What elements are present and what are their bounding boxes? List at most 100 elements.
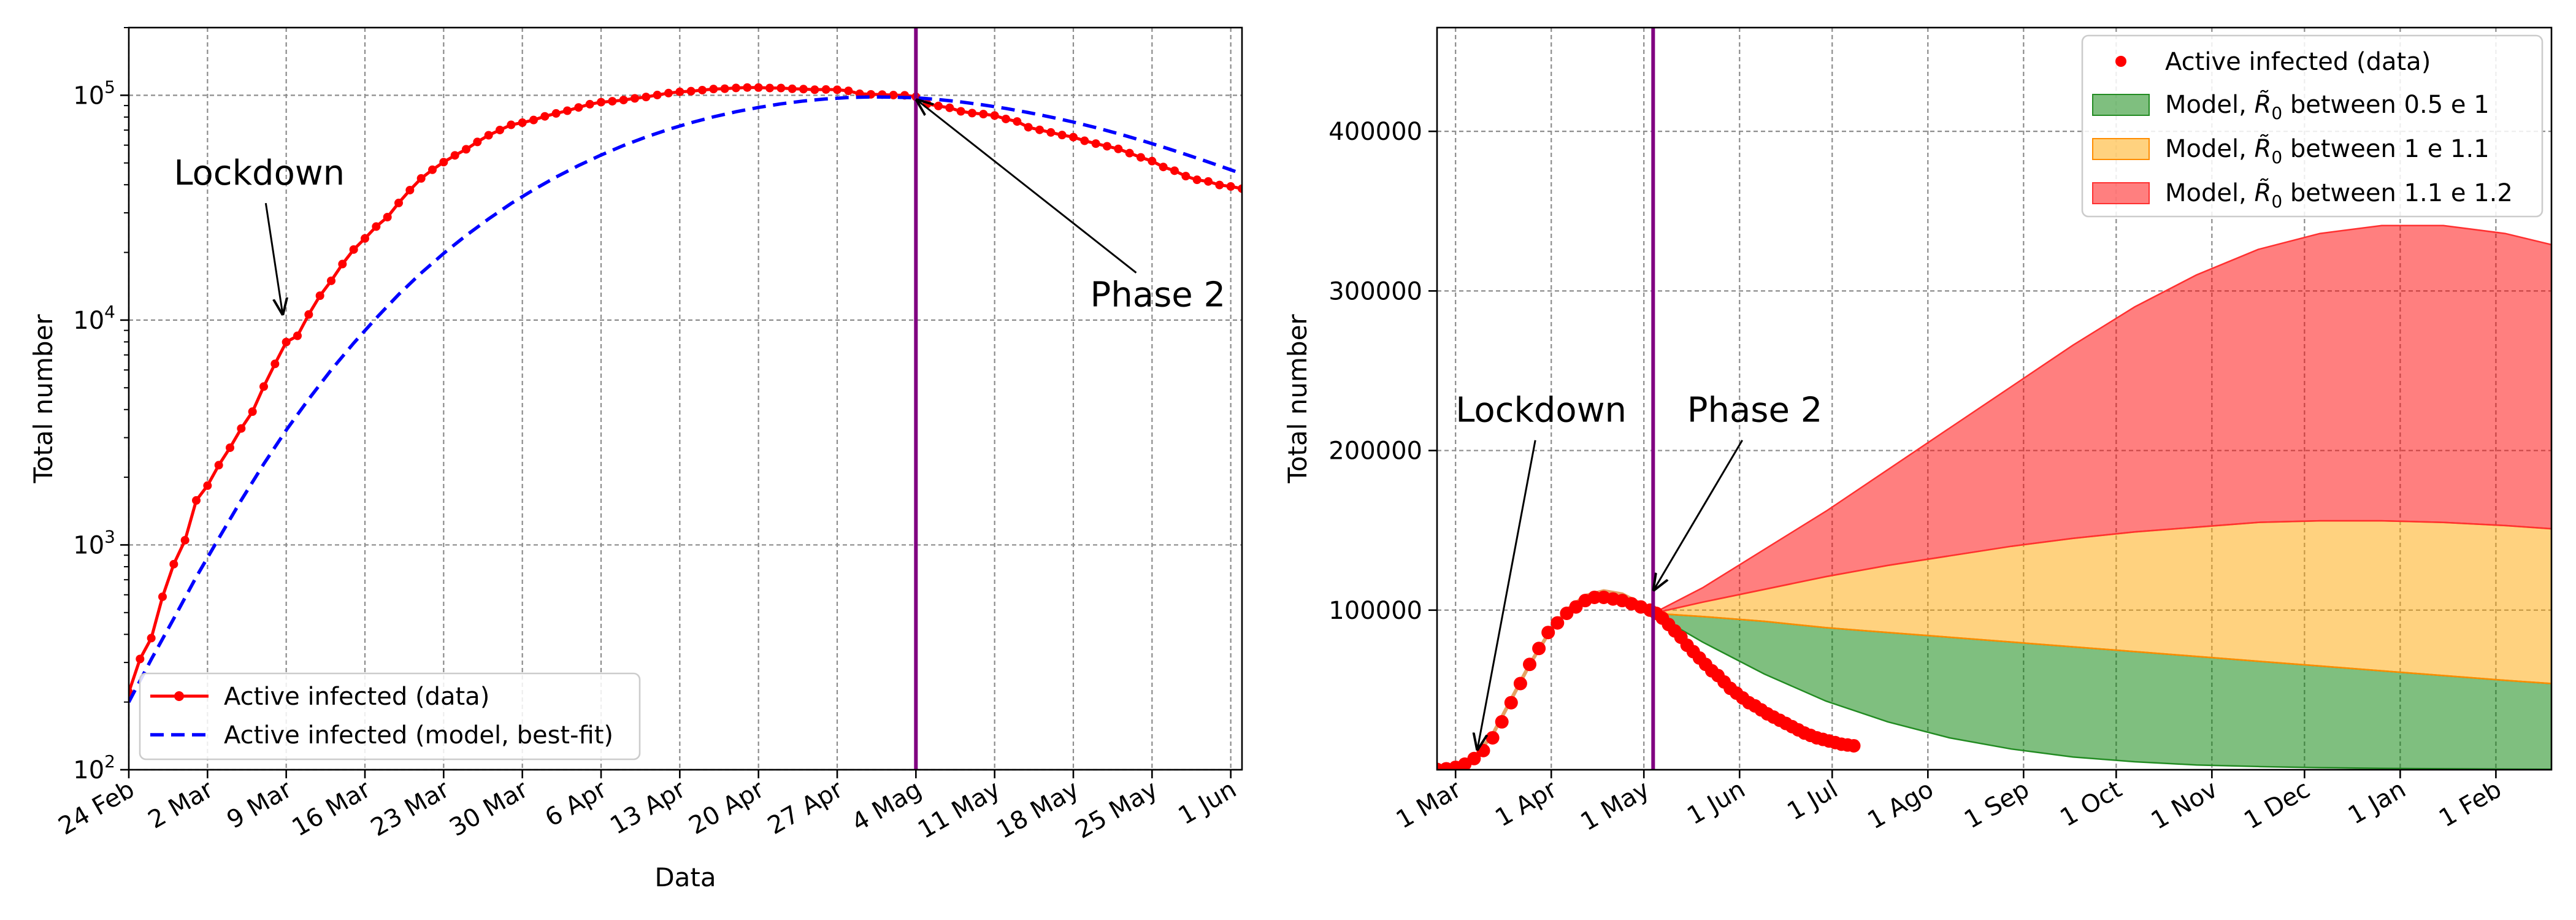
right-y-axis-label: Total number bbox=[1282, 314, 1313, 484]
data-point bbox=[338, 259, 347, 269]
data-point bbox=[203, 481, 212, 490]
data-point bbox=[788, 84, 797, 93]
data-point bbox=[934, 101, 943, 110]
legend-text-r: R̃ bbox=[2255, 134, 2272, 163]
data-point bbox=[259, 382, 268, 391]
data-point bbox=[226, 443, 234, 452]
data-point bbox=[563, 106, 572, 115]
data-point bbox=[540, 112, 550, 121]
data-point bbox=[1080, 136, 1089, 145]
data-point bbox=[979, 109, 988, 118]
data-point bbox=[1215, 180, 1224, 190]
data-point bbox=[833, 85, 841, 94]
data-point bbox=[293, 331, 302, 340]
left-x-tick-label: 4 Mag bbox=[847, 775, 926, 837]
data-point bbox=[1069, 132, 1078, 142]
data-point bbox=[653, 90, 662, 99]
data-point bbox=[136, 654, 145, 664]
left-x-tick-label: 6 Apr bbox=[540, 775, 611, 833]
right-x-tick-label: 1 Ago bbox=[1863, 775, 1938, 835]
data-point bbox=[147, 634, 156, 643]
tick-exponent: 3 bbox=[104, 526, 115, 546]
tick-mantissa: 10 bbox=[73, 756, 104, 784]
data-point bbox=[237, 424, 246, 433]
legend-swatch-band bbox=[2092, 182, 2150, 204]
data-point bbox=[821, 85, 830, 94]
data-point bbox=[1057, 131, 1067, 140]
data-point bbox=[1148, 156, 1157, 166]
data-point bbox=[686, 86, 696, 96]
right-x-tick-label: 1 Jun bbox=[1682, 775, 1750, 830]
left-x-tick-label: 2 Mar bbox=[144, 775, 218, 835]
data-point bbox=[1504, 696, 1518, 710]
data-point bbox=[282, 337, 291, 347]
right-y-tick-label: 200000 bbox=[1328, 437, 1422, 466]
data-point bbox=[1467, 751, 1481, 765]
data-point bbox=[439, 158, 448, 167]
data-point bbox=[922, 99, 932, 109]
data-point bbox=[1013, 117, 1022, 126]
right-y-tick-label: 400000 bbox=[1328, 118, 1422, 146]
left-x-tick-label: 9 Mar bbox=[222, 775, 297, 835]
legend-text-sub: 0 bbox=[2271, 191, 2282, 212]
data-point bbox=[1170, 166, 1179, 175]
data-point bbox=[754, 83, 763, 92]
data-point bbox=[529, 115, 538, 125]
data-point bbox=[1204, 177, 1213, 186]
legend-swatch-band bbox=[2092, 94, 2150, 116]
data-point bbox=[799, 85, 808, 94]
data-point bbox=[1024, 123, 1033, 132]
data-point bbox=[765, 83, 774, 93]
tick-exponent: 2 bbox=[104, 751, 115, 772]
data-point bbox=[720, 84, 729, 93]
data-point bbox=[372, 222, 381, 231]
annotation-label: Phase 2 bbox=[1687, 391, 1823, 431]
legend-label-band: Model, R̃0 between 1.1 e 1.2 bbox=[2165, 178, 2513, 212]
data-point bbox=[214, 461, 223, 470]
data-point bbox=[1226, 182, 1235, 191]
data-point bbox=[642, 93, 651, 102]
right-y-tick-label: 300000 bbox=[1328, 277, 1422, 305]
data-point bbox=[518, 118, 527, 128]
data-point bbox=[608, 97, 617, 106]
legend-text-part: Model, bbox=[2165, 91, 2255, 119]
model-fit-line bbox=[1437, 589, 1655, 770]
right-x-tick-label: 1 Dec bbox=[2239, 775, 2315, 835]
data-point bbox=[1103, 142, 1111, 151]
annotation-label: Phase 2 bbox=[1091, 275, 1226, 315]
data-point bbox=[1159, 163, 1168, 172]
left-x-tick-label: 16 Mar bbox=[288, 775, 376, 843]
data-point bbox=[1513, 677, 1527, 691]
data-point bbox=[631, 94, 639, 103]
left-y-axis-label: Total number bbox=[28, 314, 58, 484]
data-point bbox=[597, 98, 605, 107]
left-x-tick-label: 30 Mar bbox=[445, 775, 533, 843]
right-x-tick-label: 1 Mar bbox=[1392, 775, 1466, 835]
annotation-label: Lockdown bbox=[174, 153, 345, 193]
data-point bbox=[507, 120, 516, 129]
left-y-tick-label: 105 bbox=[73, 77, 115, 110]
annotation-arrow bbox=[916, 99, 1137, 274]
left-y-tick-label: 103 bbox=[73, 526, 115, 559]
right-x-tick-label: 1 May bbox=[1576, 775, 1655, 837]
data-point bbox=[1847, 738, 1861, 753]
tick-mantissa: 10 bbox=[73, 307, 104, 335]
legend-box bbox=[139, 672, 641, 761]
data-point bbox=[619, 96, 628, 105]
right-x-tick-label: 1 Oct bbox=[2055, 775, 2126, 833]
data-point bbox=[945, 103, 954, 112]
right-chart: 100000 200000 300000 400000 1 Mar 1 Apr 1 May 1… bbox=[1282, 26, 2553, 837]
data-point bbox=[1192, 175, 1202, 185]
data-point bbox=[1485, 730, 1500, 745]
legend-label-band: Model, R̃0 between 1 e 1.1 bbox=[2165, 134, 2490, 167]
legend-swatch-band bbox=[2092, 138, 2150, 160]
data-point bbox=[158, 592, 167, 601]
data-point bbox=[551, 109, 561, 118]
data-point bbox=[675, 87, 684, 96]
data-point bbox=[1495, 715, 1509, 729]
left-x-tick-label: 24 Feb bbox=[54, 775, 139, 841]
data-point bbox=[810, 85, 819, 94]
tick-exponent: 4 bbox=[104, 302, 115, 322]
data-point bbox=[1541, 626, 1555, 640]
